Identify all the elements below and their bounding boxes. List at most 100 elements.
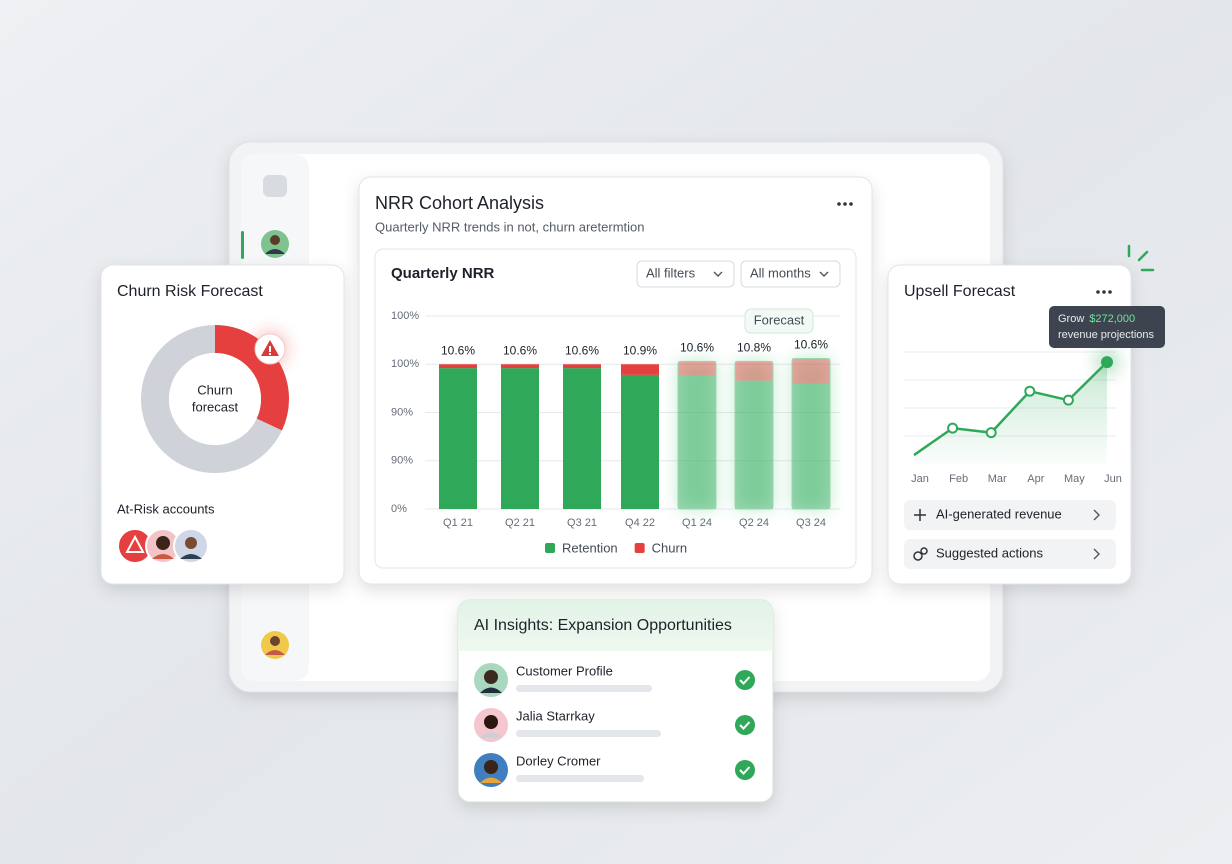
avatar-head bbox=[484, 715, 498, 729]
action-label: AI-generated revenue bbox=[936, 506, 1062, 521]
line bbox=[913, 361, 1108, 457]
bar-segment bbox=[735, 361, 773, 381]
more-button[interactable] bbox=[1096, 290, 1112, 294]
action-button[interactable]: AI-generated revenue bbox=[904, 500, 1116, 530]
avatar-body bbox=[480, 687, 502, 693]
tooltip bbox=[1049, 306, 1165, 348]
point bbox=[947, 422, 959, 434]
bar-annotation: 10.6% bbox=[441, 343, 475, 357]
filter-dropdown[interactable]: All filters bbox=[636, 260, 735, 288]
bar-segment bbox=[678, 375, 716, 509]
avatar-body bbox=[480, 732, 502, 738]
x-tick-label: Q1 21 bbox=[443, 517, 473, 529]
point bbox=[1101, 356, 1113, 369]
action-button[interactable]: Suggested actions bbox=[904, 539, 1116, 569]
check-icon bbox=[739, 676, 751, 685]
avatar-head bbox=[484, 670, 498, 684]
donut-segment bbox=[214, 325, 289, 431]
y-tick-label: 100% bbox=[391, 358, 419, 370]
forecast-outline bbox=[791, 357, 831, 510]
insight-name: Dorley Cromer bbox=[516, 753, 601, 768]
avatar-head bbox=[484, 760, 498, 774]
x-tick-label: Q3 24 bbox=[796, 517, 826, 529]
y-tick-label: 0% bbox=[391, 503, 407, 515]
legend-label: Retention bbox=[562, 540, 618, 555]
y-tick-label: 90% bbox=[391, 455, 413, 467]
avatar[interactable] bbox=[261, 230, 289, 258]
tooltip-value: $272,000 bbox=[1089, 313, 1135, 325]
bar-segment bbox=[792, 383, 830, 509]
spark-icon bbox=[1127, 244, 1155, 272]
insight-row[interactable]: Customer Profile bbox=[474, 663, 755, 697]
logo bbox=[263, 175, 287, 197]
forecast-label: Forecast bbox=[754, 312, 805, 327]
y-tick-label: 90% bbox=[391, 406, 413, 418]
insight-row[interactable]: Jalia Starrkay bbox=[474, 708, 755, 742]
card-title: NRR Cohort Analysis bbox=[375, 193, 544, 213]
ai-card-header bbox=[458, 600, 773, 651]
card-title: Upsell Forecast bbox=[904, 283, 1016, 300]
x-tick-label: Mar bbox=[988, 473, 1007, 485]
bar-segment bbox=[439, 368, 477, 509]
point bbox=[1024, 385, 1036, 397]
forecast-badge bbox=[744, 308, 814, 334]
section-label: At-Risk accounts bbox=[117, 501, 215, 516]
card-title: AI Insights: Expansion Opportunities bbox=[474, 617, 732, 634]
action-label: Suggested actions bbox=[936, 545, 1043, 560]
insight-name: Customer Profile bbox=[516, 663, 613, 678]
point bbox=[985, 427, 997, 439]
bar-annotation: 10.6% bbox=[565, 343, 599, 357]
forecast-glow bbox=[792, 358, 830, 509]
check-badge bbox=[735, 670, 755, 690]
filter-label: All filters bbox=[646, 265, 696, 280]
insight-name: Jalia Starrkay bbox=[516, 708, 595, 723]
more-button[interactable] bbox=[837, 202, 853, 206]
active-indicator bbox=[241, 231, 244, 259]
warning-dot bbox=[269, 353, 271, 355]
forecast-outline bbox=[734, 360, 774, 510]
bar-segment bbox=[563, 368, 601, 509]
x-tick-label: Q1 24 bbox=[682, 517, 712, 529]
tooltip-text: revenue projections bbox=[1058, 329, 1155, 341]
x-tick-label: Q2 24 bbox=[739, 517, 769, 529]
filter-dropdown[interactable]: All months bbox=[740, 260, 841, 288]
avatar-stack[interactable] bbox=[117, 528, 209, 564]
center-label: Churn bbox=[197, 382, 232, 397]
bar-annotation: 10.6% bbox=[794, 338, 828, 352]
card-subtitle: Quarterly NRR trends in not, churn arete… bbox=[375, 219, 645, 234]
check-badge bbox=[735, 760, 755, 780]
bar-segment bbox=[621, 364, 659, 375]
insight-row[interactable]: Dorley Cromer bbox=[474, 753, 755, 787]
x-tick-label: Feb bbox=[949, 473, 968, 485]
card-title: Churn Risk Forecast bbox=[117, 283, 263, 300]
bar-segment bbox=[735, 380, 773, 509]
x-tick-label: Q3 21 bbox=[567, 517, 597, 529]
legend-swatch bbox=[634, 543, 645, 553]
x-tick-label: Q2 21 bbox=[505, 517, 535, 529]
legend-swatch bbox=[545, 543, 555, 553]
bar-segment bbox=[563, 364, 601, 369]
x-tick-label: Jun bbox=[1104, 473, 1122, 485]
placeholder-bar bbox=[516, 730, 661, 737]
placeholder-bar bbox=[516, 685, 652, 692]
forecast-outline bbox=[677, 360, 717, 510]
center-label: forecast bbox=[192, 399, 239, 414]
center bbox=[169, 353, 261, 445]
bar-segment bbox=[621, 374, 659, 509]
bar-segment bbox=[439, 364, 477, 369]
forecast-glow bbox=[735, 361, 773, 509]
chart-title: Quarterly NRR bbox=[391, 265, 495, 282]
x-tick-label: Apr bbox=[1027, 473, 1044, 485]
check-badge bbox=[735, 715, 755, 735]
avatar[interactable] bbox=[261, 631, 289, 659]
placeholder-bar bbox=[516, 775, 644, 782]
donut-segment bbox=[141, 325, 282, 473]
tooltip-label: Grow bbox=[1058, 313, 1084, 325]
bar-segment bbox=[501, 364, 539, 369]
forecast-glow bbox=[678, 361, 716, 509]
check-icon bbox=[739, 766, 751, 775]
bar-annotation: 10.9% bbox=[623, 343, 657, 357]
avatar-body bbox=[480, 777, 502, 783]
x-tick-label: Jan bbox=[911, 473, 929, 485]
